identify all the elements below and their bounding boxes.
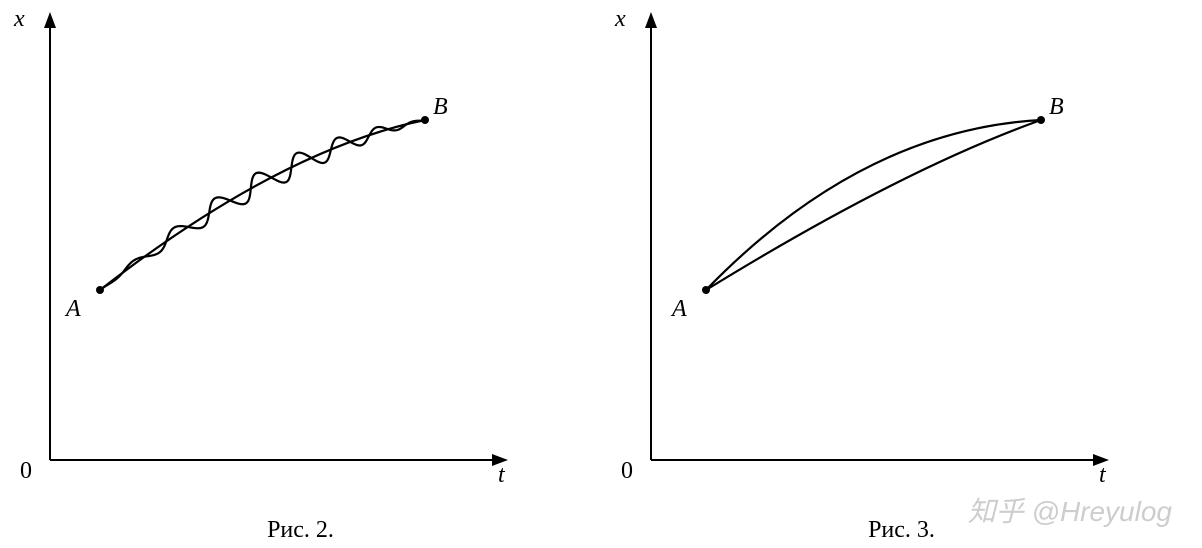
point-A-marker xyxy=(702,286,710,294)
panel-right-svg xyxy=(601,0,1202,520)
y-axis-label: x xyxy=(14,6,25,33)
y-axis-label: x xyxy=(615,6,626,33)
caption-right: Рис. 3. xyxy=(601,517,1202,544)
point-B-label: B xyxy=(433,94,448,121)
point-B-marker xyxy=(421,116,429,124)
point-A-label: A xyxy=(66,296,81,323)
point-B-marker xyxy=(1037,116,1045,124)
panel-left: x t 0 A B Рис. 2. xyxy=(0,0,601,548)
wavy-curve xyxy=(100,120,425,290)
panel-left-svg xyxy=(0,0,601,520)
caption-left: Рис. 2. xyxy=(0,517,601,544)
point-A-marker xyxy=(96,286,104,294)
point-B-label: B xyxy=(1049,94,1064,121)
point-A-label: A xyxy=(672,296,687,323)
base-curve xyxy=(100,120,425,290)
upper-curve xyxy=(706,120,1041,290)
x-axis-label: t xyxy=(498,462,505,489)
origin-label: 0 xyxy=(621,458,633,485)
panel-right: x t 0 A B Рис. 3. xyxy=(601,0,1202,548)
lower-curve xyxy=(706,120,1041,290)
y-axis-arrowhead xyxy=(645,12,657,28)
x-axis-label: t xyxy=(1099,462,1106,489)
origin-label: 0 xyxy=(20,458,32,485)
figure-container: x t 0 A B Рис. 2. x t 0 A B Рис. 3. 知乎 @… xyxy=(0,0,1202,548)
y-axis-arrowhead xyxy=(44,12,56,28)
